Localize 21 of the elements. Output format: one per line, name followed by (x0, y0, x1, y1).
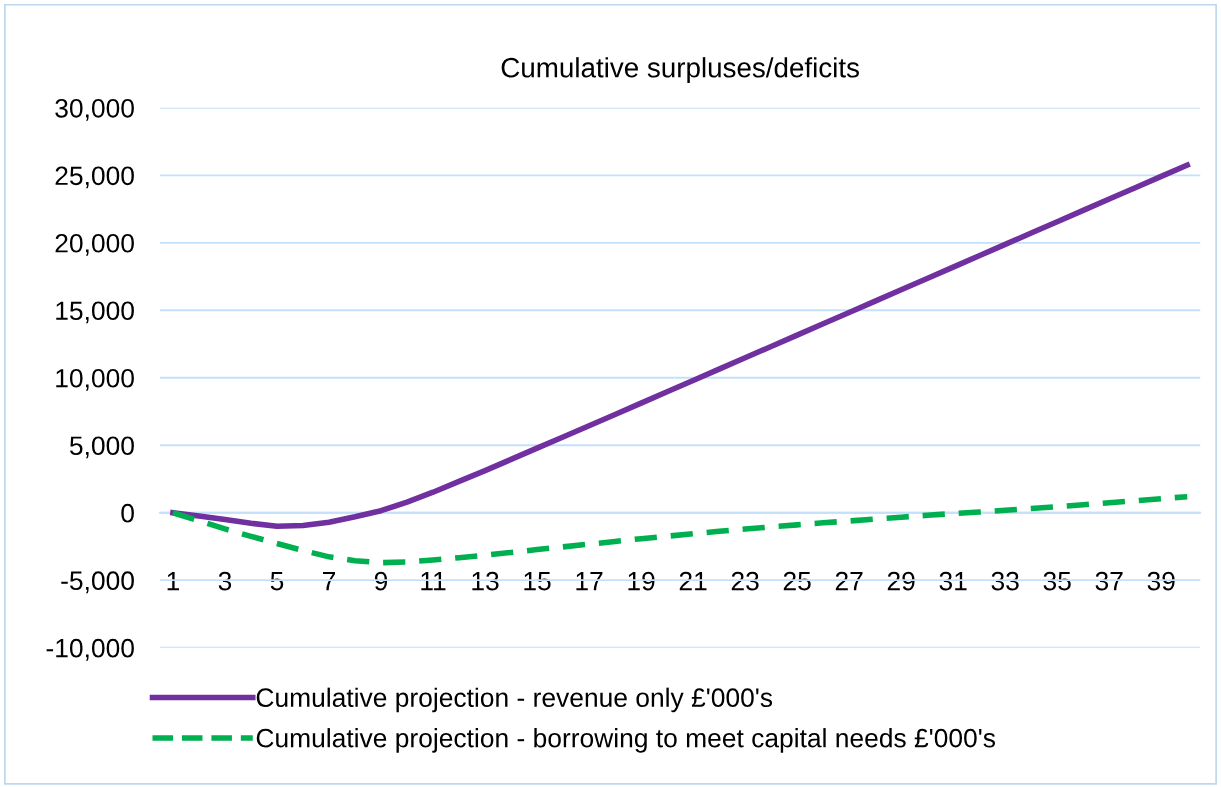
x-tick-label: 17 (576, 572, 603, 591)
y-tick-label: 15,000 (56, 301, 134, 324)
x-tick-label: 21 (679, 571, 707, 591)
x-tick-label: 27 (835, 571, 863, 591)
y-tick-label: 0 (121, 503, 134, 523)
x-tick-label: 11 (421, 572, 446, 591)
y-tick-label: 20,000 (55, 233, 134, 256)
x-tick-label: 19 (628, 571, 655, 591)
x-tick-label: 7 (323, 572, 336, 591)
y-tick-label: 25,000 (55, 166, 134, 189)
x-tick-label: 31 (939, 571, 967, 591)
x-tick-label: 29 (887, 571, 915, 591)
legend-label: Cumulative projection - borrowing to meet capital needs £'000's (256, 728, 996, 753)
y-tick-label: -5,000 (61, 571, 134, 594)
y-tick-label: -10,000 (46, 638, 134, 661)
y-tick-label: 10,000 (56, 368, 134, 391)
chart-title: Cumulative surpluses/deficits (501, 57, 859, 84)
y-tick-label: 30,000 (55, 98, 134, 121)
x-tick-label: 1 (167, 572, 180, 591)
y-tick-label: 5,000 (69, 436, 134, 459)
legend-label: Cumulative projection - revenue only £'000's (256, 687, 773, 713)
